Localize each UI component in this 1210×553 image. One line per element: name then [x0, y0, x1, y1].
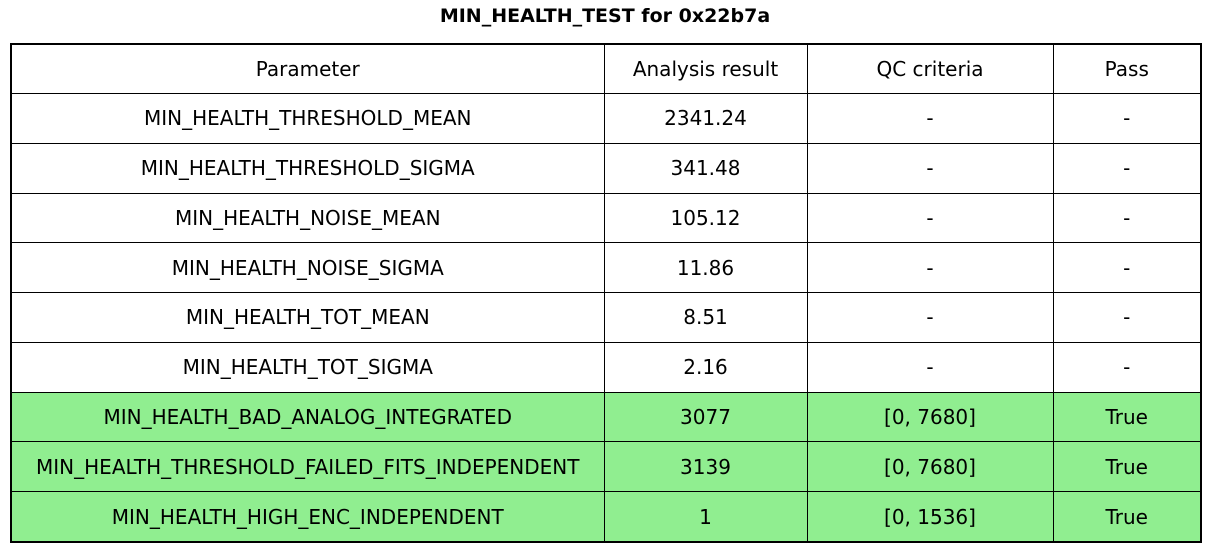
cell-qc-criteria: [0, 7680] — [806, 441, 1054, 493]
cell-parameter: MIN_HEALTH_THRESHOLD_FAILED_FITS_INDEPEN… — [10, 441, 605, 493]
cell-analysis-result: 1 — [603, 491, 808, 543]
qc-table-header: Parameter Analysis result QC criteria Pa… — [10, 43, 1202, 94]
cell-qc-criteria: [0, 1536] — [806, 491, 1054, 543]
cell-qc-criteria: - — [806, 292, 1054, 343]
cell-pass: - — [1052, 93, 1202, 144]
column-header-analysis-result: Analysis result — [603, 43, 808, 94]
cell-pass: True — [1052, 491, 1202, 543]
cell-parameter: MIN_HEALTH_TOT_SIGMA — [10, 341, 605, 393]
cell-pass: True — [1052, 391, 1202, 443]
table-row: MIN_HEALTH_NOISE_MEAN 105.12- - — [10, 192, 1202, 244]
cell-parameter: MIN_HEALTH_BAD_ANALOG_INTEGRATED — [10, 391, 605, 443]
cell-analysis-result: 11.86 — [603, 242, 808, 294]
cell-parameter: MIN_HEALTH_HIGH_ENC_INDEPENDENT — [10, 491, 605, 543]
cell-parameter: MIN_HEALTH_NOISE_MEAN — [10, 192, 605, 244]
cell-qc-criteria: - — [806, 93, 1054, 144]
cell-pass: True — [1052, 441, 1202, 493]
qc-table: Parameter Analysis result QC criteria Pa… — [10, 43, 1202, 543]
cell-pass: - — [1052, 192, 1202, 244]
cell-qc-criteria: [0, 7680] — [806, 391, 1054, 443]
cell-qc-criteria: - — [806, 192, 1054, 244]
cell-analysis-result: 3139 — [603, 441, 808, 493]
cell-analysis-result: 3077 — [603, 391, 808, 443]
column-header-qc-criteria: QC criteria — [806, 43, 1054, 94]
cell-parameter: MIN_HEALTH_THRESHOLD_MEAN — [10, 93, 605, 144]
table-row: MIN_HEALTH_TOT_SIGMA 2.16- - — [10, 341, 1202, 393]
table-row: MIN_HEALTH_THRESHOLD_FAILED_FITS_INDEPEN… — [10, 441, 1202, 493]
cell-pass: - — [1052, 292, 1202, 343]
cell-parameter: MIN_HEALTH_NOISE_SIGMA — [10, 242, 605, 294]
table-row: MIN_HEALTH_TOT_MEAN 8.51- - — [10, 292, 1202, 343]
cell-pass: - — [1052, 242, 1202, 294]
table-row: MIN_HEALTH_NOISE_SIGMA 11.86- - — [10, 242, 1202, 294]
cell-analysis-result: 8.51 — [603, 292, 808, 343]
cell-parameter: MIN_HEALTH_TOT_MEAN — [10, 292, 605, 343]
header-row: Parameter Analysis result QC criteria Pa… — [10, 43, 1202, 94]
cell-qc-criteria: - — [806, 242, 1054, 294]
table-row: MIN_HEALTH_THRESHOLD_SIGMA 341.48- - — [10, 142, 1202, 194]
cell-pass: - — [1052, 142, 1202, 194]
cell-analysis-result: 2.16 — [603, 341, 808, 393]
cell-analysis-result: 105.12 — [603, 192, 808, 244]
column-header-pass: Pass — [1052, 43, 1202, 94]
table-row: MIN_HEALTH_HIGH_ENC_INDEPENDENT 1 [0, 1536… — [10, 491, 1202, 543]
cell-analysis-result: 2341.24 — [603, 93, 808, 144]
page-title: MIN_HEALTH_TEST for 0x22b7a — [439, 5, 771, 27]
cell-analysis-result: 341.48 — [603, 142, 808, 194]
table-row: MIN_HEALTH_BAD_ANALOG_INTEGRATED 3077 [0, … — [10, 391, 1202, 443]
table-row: MIN_HEALTH_THRESHOLD_MEAN 2341.24- - — [10, 93, 1202, 144]
column-header-parameter: Parameter — [10, 43, 605, 94]
cell-qc-criteria: - — [806, 341, 1054, 393]
cell-qc-criteria: - — [806, 142, 1054, 194]
cell-pass: - — [1052, 341, 1202, 393]
qc-table-body: MIN_HEALTH_THRESHOLD_MEAN 2341.24- - MIN_HE… — [10, 93, 1202, 543]
cell-parameter: MIN_HEALTH_THRESHOLD_SIGMA — [10, 142, 605, 194]
